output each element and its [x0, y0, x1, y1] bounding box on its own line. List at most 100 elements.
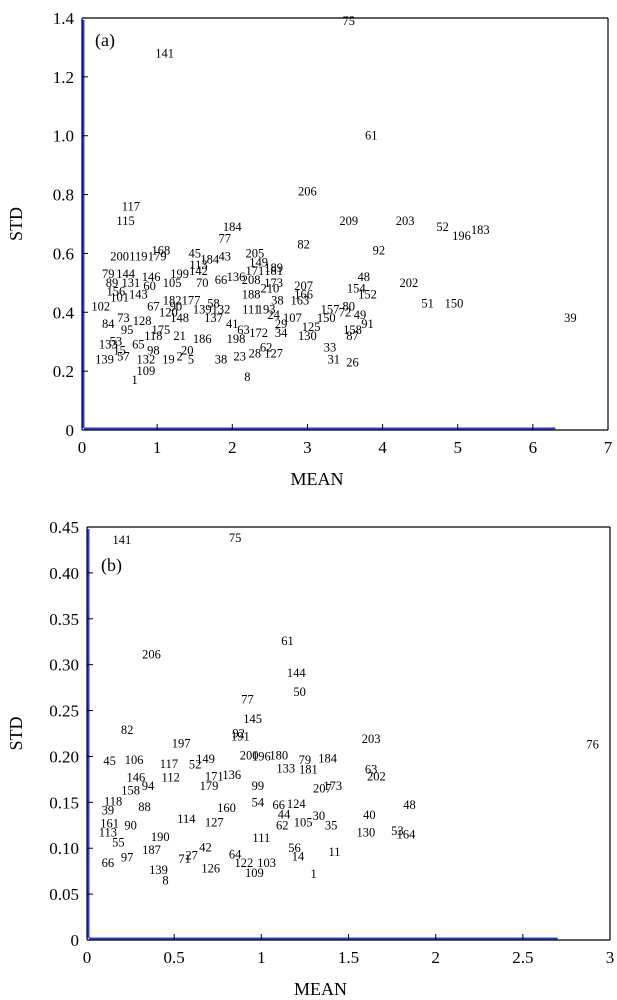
data-point-label: 183 — [471, 223, 490, 237]
data-point-label: 109 — [245, 866, 264, 880]
data-point-label: 111 — [252, 831, 270, 845]
data-point-label: 132 — [136, 352, 155, 366]
data-point-label: 133 — [99, 338, 118, 352]
data-point-label: 79 — [102, 267, 115, 281]
data-point-label: 188 — [242, 288, 261, 302]
data-point-label: 150 — [317, 311, 336, 325]
data-point-label: 200 — [240, 749, 259, 763]
data-point-label: 45 — [188, 246, 201, 260]
data-point-label: 90 — [124, 818, 137, 832]
data-point-label: 115 — [116, 214, 134, 228]
data-point-label: 142 — [189, 264, 208, 278]
data-point-label: 111 — [242, 302, 260, 316]
y-tick-label: 0.4 — [53, 303, 75, 322]
x-tick-label: 6 — [529, 438, 538, 457]
x-tick-label: 2.5 — [512, 948, 533, 967]
data-point-label: 53 — [110, 335, 123, 349]
data-point-label: 179 — [200, 779, 219, 793]
data-point-label: 109 — [136, 364, 155, 378]
data-point-label: 130 — [357, 826, 376, 840]
data-point-label: 106 — [125, 753, 144, 767]
data-point-label: 171 — [205, 770, 224, 784]
y-tick-label: 0.8 — [53, 186, 74, 205]
data-point-label: 23 — [234, 349, 247, 363]
data-point-label: 94 — [142, 779, 155, 793]
data-point-label: 50 — [293, 685, 306, 699]
y-tick-label: 0.10 — [49, 839, 79, 858]
data-point-label: 172 — [249, 326, 268, 340]
data-point-label: 28 — [249, 346, 262, 360]
data-point-label: 131 — [121, 276, 140, 290]
data-point-label: 75 — [229, 531, 242, 545]
data-point-label: 19 — [162, 352, 175, 366]
data-point-label: 173 — [323, 779, 342, 793]
data-point-label: 65 — [132, 338, 145, 352]
data-point-label: 119 — [129, 249, 147, 263]
data-point-label: 118 — [144, 329, 162, 343]
data-point-label: 187 — [142, 843, 161, 857]
data-point-label: 29 — [275, 317, 288, 331]
data-point-label: 82 — [297, 238, 310, 252]
data-point-label: 175 — [152, 323, 171, 337]
data-point-label: 79 — [299, 753, 312, 767]
data-point-label: 58 — [207, 296, 220, 310]
data-point-label: 206 — [298, 185, 317, 199]
data-point-label: 122 — [235, 856, 254, 870]
data-point-label: 113 — [189, 258, 207, 272]
data-point-label: 145 — [243, 712, 262, 726]
data-point-label: 137 — [204, 311, 223, 325]
data-point-label: 158 — [121, 783, 140, 797]
data-point-label: 38 — [215, 352, 228, 366]
y-tick-label: 0 — [71, 931, 80, 950]
data-point-label: 92 — [232, 727, 245, 741]
y-axis-title: STD — [6, 207, 26, 241]
data-point-label: 30 — [313, 809, 326, 823]
data-point-label: 107 — [283, 311, 302, 325]
data-point-label: 45 — [103, 754, 116, 768]
y-tick-label: 0.35 — [49, 610, 79, 629]
data-point-label: 143 — [129, 288, 148, 302]
data-point-label: 190 — [151, 830, 170, 844]
y-tick-label: 0.05 — [49, 885, 79, 904]
data-point-label: 173 — [264, 276, 283, 290]
data-point-label: 127 — [264, 346, 283, 360]
data-point-label: 48 — [403, 798, 416, 812]
y-tick-label: 0.45 — [49, 518, 79, 537]
data-point-label: 27 — [185, 849, 198, 863]
data-point-label: 77 — [241, 693, 254, 707]
data-point-label: 42 — [199, 840, 212, 854]
panel-label-b: (b) — [101, 555, 122, 576]
data-point-label: 130 — [298, 329, 317, 343]
x-tick-label: 3 — [606, 948, 615, 967]
data-point-label: 39 — [564, 311, 577, 325]
y-tick-label: 0.2 — [53, 362, 74, 381]
data-point-label: 113 — [99, 826, 117, 840]
data-point-label: 146 — [142, 270, 161, 284]
data-point-label: 8 — [244, 370, 250, 384]
data-point-label: 149 — [196, 752, 215, 766]
data-point-label: 31 — [327, 352, 340, 366]
data-point-label: 61 — [281, 634, 294, 648]
data-point-label: 11 — [329, 845, 341, 859]
x-tick-label: 5 — [453, 438, 462, 457]
data-point-label: 62 — [260, 341, 273, 355]
data-point-label: 64 — [229, 848, 242, 862]
y-tick-label: 1.0 — [53, 127, 74, 146]
data-point-label: 171 — [245, 264, 264, 278]
data-point-label: 206 — [142, 648, 161, 662]
y-tick-label: 0 — [66, 421, 75, 440]
data-point-label: 141 — [155, 46, 174, 60]
data-point-label: 40 — [363, 808, 376, 822]
data-point-label: 157 — [321, 302, 340, 316]
data-point-label: 87 — [346, 329, 359, 343]
data-point-label: 73 — [117, 311, 130, 325]
y-tick-label: 0.30 — [49, 656, 79, 675]
data-point-label: 89 — [106, 276, 119, 290]
data-point-label: 90 — [170, 299, 183, 313]
data-point-label: 67 — [147, 299, 160, 313]
data-point-label: 38 — [271, 294, 284, 308]
data-point-label: 1 — [311, 867, 317, 881]
data-point-label: 35 — [325, 818, 338, 832]
data-point-label: 20 — [181, 344, 194, 358]
data-point-label: 33 — [324, 341, 337, 355]
